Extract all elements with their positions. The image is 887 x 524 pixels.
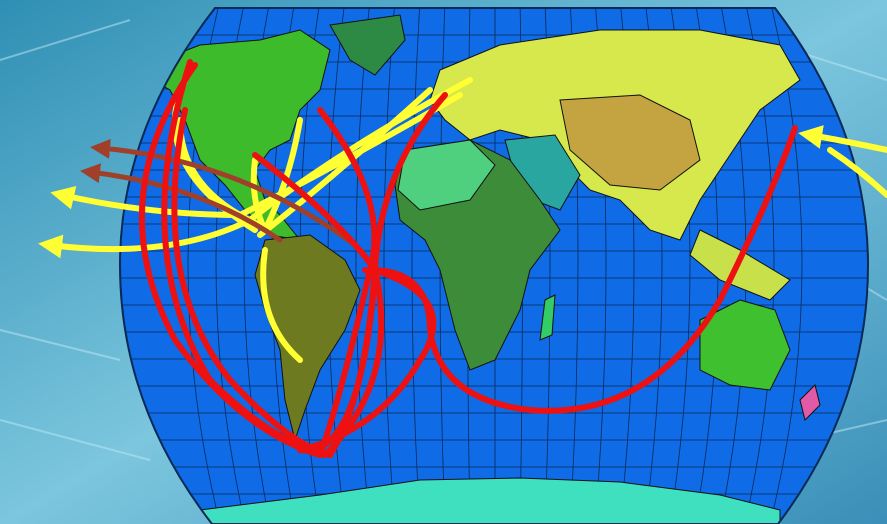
route [297, 269, 437, 453]
red-routes [138, 59, 798, 458]
route [171, 107, 333, 458]
madagascar [539, 294, 556, 341]
route [161, 59, 328, 458]
route [90, 138, 358, 248]
asia-countries [559, 94, 701, 191]
australia [699, 299, 791, 391]
route [827, 147, 887, 198]
globe [120, 8, 868, 524]
route [367, 125, 798, 414]
route [798, 125, 887, 153]
routes [38, 59, 887, 458]
antarctica [199, 477, 781, 524]
route [260, 247, 303, 363]
route [257, 87, 433, 238]
route [297, 267, 379, 454]
route [250, 157, 268, 233]
greenland [329, 14, 406, 76]
route [80, 163, 283, 243]
brown-routes [80, 138, 358, 248]
africa-north [397, 139, 496, 211]
new-zealand [799, 384, 821, 421]
